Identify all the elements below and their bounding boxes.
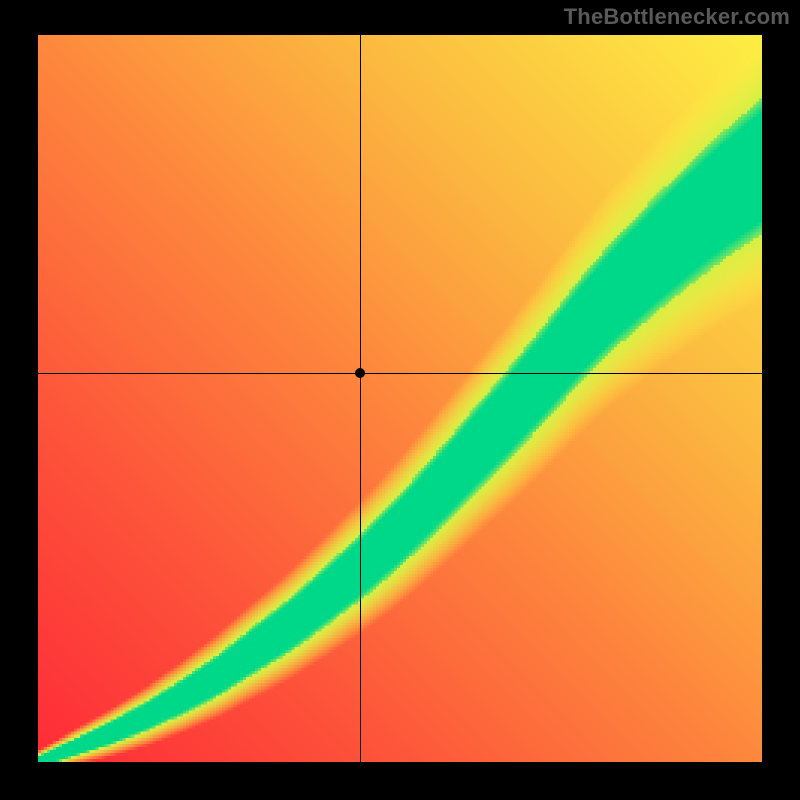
heatmap-plot <box>38 35 762 762</box>
chart-frame: TheBottlenecker.com <box>0 0 800 800</box>
watermark-text: TheBottlenecker.com <box>564 4 790 30</box>
heatmap-canvas <box>38 35 762 762</box>
